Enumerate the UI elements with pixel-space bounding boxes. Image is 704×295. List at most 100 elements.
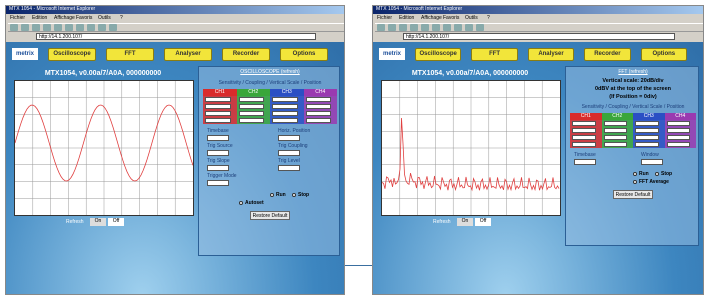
panel-title[interactable]: FFT (refresh): [566, 70, 700, 75]
nav-tab[interactable]: Analyser: [528, 48, 574, 61]
channel-select[interactable]: [272, 111, 298, 116]
refresh-off[interactable]: Off: [475, 218, 491, 226]
refresh-on[interactable]: On: [90, 218, 106, 226]
nav-tab[interactable]: Recorder: [222, 48, 270, 61]
channel-select[interactable]: [667, 142, 691, 147]
toolbar-button[interactable]: [10, 24, 18, 31]
channel-select[interactable]: [604, 121, 628, 126]
channel-select[interactable]: [604, 142, 628, 147]
menu-item[interactable]: Outils: [465, 16, 478, 21]
toolbar-button[interactable]: [465, 24, 473, 31]
panel-title[interactable]: OSCILLOSCOPE (refresh): [199, 70, 341, 75]
channel-select[interactable]: [667, 128, 691, 133]
refresh-off[interactable]: Off: [108, 218, 124, 226]
menu-item[interactable]: Fichier: [377, 16, 392, 21]
menu-item[interactable]: ?: [120, 16, 123, 21]
channel-select[interactable]: [272, 118, 298, 123]
channel-select[interactable]: [239, 118, 265, 123]
toolbar-button[interactable]: [476, 24, 484, 31]
menu-item[interactable]: Edition: [32, 16, 47, 21]
channel-select[interactable]: [306, 118, 332, 123]
channel-select[interactable]: [572, 135, 596, 140]
channel-select[interactable]: [239, 111, 265, 116]
channel-select[interactable]: [239, 97, 265, 102]
channel-select[interactable]: [572, 121, 596, 126]
toolbar-button[interactable]: [32, 24, 40, 31]
menu-item[interactable]: Favoris: [443, 16, 459, 21]
channel-select[interactable]: [306, 97, 332, 102]
toolbar-button[interactable]: [377, 24, 385, 31]
menu-item[interactable]: Favoris: [76, 16, 92, 21]
field-select[interactable]: [207, 150, 229, 156]
menu-item[interactable]: Outils: [98, 16, 111, 21]
channel-select[interactable]: [205, 111, 231, 116]
field-select[interactable]: [641, 159, 663, 165]
channel-select[interactable]: [272, 104, 298, 109]
address-field[interactable]: http://14.1.200.107/: [403, 33, 675, 40]
toolbar-button[interactable]: [432, 24, 440, 31]
channel-select[interactable]: [272, 97, 298, 102]
radio[interactable]: [633, 180, 637, 184]
toolbar-button[interactable]: [98, 24, 106, 31]
restore-button[interactable]: Restore Default: [613, 190, 653, 199]
toolbar-button[interactable]: [388, 24, 396, 31]
channel-select[interactable]: [667, 121, 691, 126]
nav-tab[interactable]: Oscilloscope: [48, 48, 96, 61]
channel-select[interactable]: [635, 142, 659, 147]
toolbar-button[interactable]: [21, 24, 29, 31]
channel-select[interactable]: [306, 111, 332, 116]
radio[interactable]: [239, 201, 243, 205]
field-select[interactable]: [278, 135, 300, 141]
menu-item[interactable]: Fichier: [10, 16, 25, 21]
field-label: Timebase: [574, 153, 596, 158]
toolbar-button[interactable]: [87, 24, 95, 31]
radio[interactable]: [292, 193, 296, 197]
field-select[interactable]: [207, 165, 229, 171]
channel-select[interactable]: [667, 135, 691, 140]
radio[interactable]: [633, 172, 637, 176]
nav-tab[interactable]: FFT: [471, 48, 517, 61]
channel-select[interactable]: [572, 142, 596, 147]
toolbar-button[interactable]: [421, 24, 429, 31]
menu-item[interactable]: Affichage: [421, 16, 442, 21]
toolbar-button[interactable]: [43, 24, 51, 31]
nav-tab[interactable]: Analyser: [164, 48, 212, 61]
channel-select[interactable]: [205, 118, 231, 123]
field-select[interactable]: [207, 135, 229, 141]
field-select[interactable]: [574, 159, 596, 165]
channel-select[interactable]: [239, 104, 265, 109]
nav-tab[interactable]: Oscilloscope: [415, 48, 461, 61]
nav-tab[interactable]: FFT: [106, 48, 154, 61]
channel-select[interactable]: [604, 135, 628, 140]
channel-select[interactable]: [635, 121, 659, 126]
menu-item[interactable]: Affichage: [54, 16, 75, 21]
address-field[interactable]: http://14.1.200.107/: [36, 33, 316, 40]
channel-select[interactable]: [205, 104, 231, 109]
toolbar-button[interactable]: [65, 24, 73, 31]
toolbar-button[interactable]: [54, 24, 62, 31]
channel-select[interactable]: [306, 104, 332, 109]
toolbar-button[interactable]: [454, 24, 462, 31]
field-select[interactable]: [278, 150, 300, 156]
toolbar-button[interactable]: [443, 24, 451, 31]
nav-tab[interactable]: Options: [280, 48, 328, 61]
nav-tab[interactable]: Recorder: [584, 48, 630, 61]
channel-select[interactable]: [635, 128, 659, 133]
radio[interactable]: [270, 193, 274, 197]
radio[interactable]: [655, 172, 659, 176]
channel-select[interactable]: [635, 135, 659, 140]
channel-select[interactable]: [604, 128, 628, 133]
toolbar-button[interactable]: [76, 24, 84, 31]
channel-select[interactable]: [572, 128, 596, 133]
toolbar-button[interactable]: [410, 24, 418, 31]
menu-item[interactable]: ?: [487, 16, 490, 21]
nav-tab[interactable]: Options: [641, 48, 687, 61]
refresh-on[interactable]: On: [457, 218, 473, 226]
channel-select[interactable]: [205, 97, 231, 102]
field-select[interactable]: [278, 165, 300, 171]
toolbar-button[interactable]: [399, 24, 407, 31]
menu-item[interactable]: Edition: [399, 16, 414, 21]
field-select[interactable]: [207, 180, 229, 186]
restore-button[interactable]: Restore Default: [250, 211, 290, 220]
toolbar-button[interactable]: [109, 24, 117, 31]
